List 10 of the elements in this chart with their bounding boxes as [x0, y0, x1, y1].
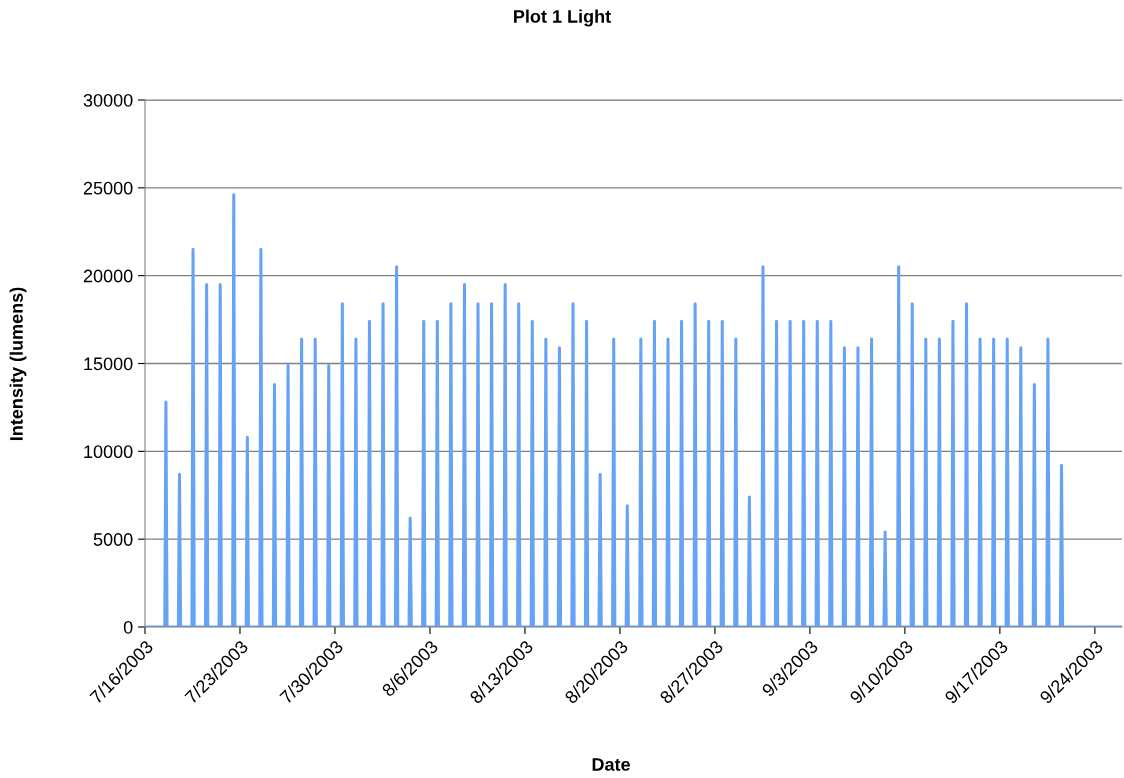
x-axis-title: Date [592, 758, 630, 771]
y-tick-label: 0 [123, 620, 133, 634]
chart-title: Plot 1 Light [514, 9, 611, 27]
y-tick-label: 10000 [84, 445, 133, 459]
y-tick-label: 15000 [84, 357, 133, 371]
y-tick-label: 20000 [83, 269, 133, 283]
y-tick-label: 5000 [93, 533, 133, 546]
y-axis-title: Intensity (lumens) [9, 287, 27, 441]
y-tick-label: 30000 [83, 93, 133, 107]
y-tick-label: 25000 [83, 181, 133, 195]
